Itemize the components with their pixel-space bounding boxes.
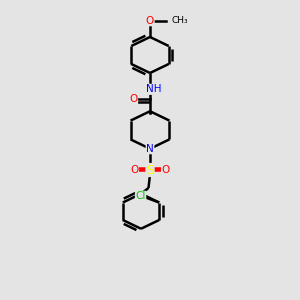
Text: O: O — [161, 165, 170, 175]
Text: O: O — [129, 94, 138, 104]
Text: O: O — [146, 16, 154, 26]
Text: N: N — [146, 144, 154, 154]
Text: CH₃: CH₃ — [172, 16, 188, 25]
Text: NH: NH — [146, 84, 161, 94]
Text: Cl: Cl — [135, 191, 146, 201]
Text: S: S — [146, 164, 154, 176]
Text: O: O — [130, 165, 139, 175]
